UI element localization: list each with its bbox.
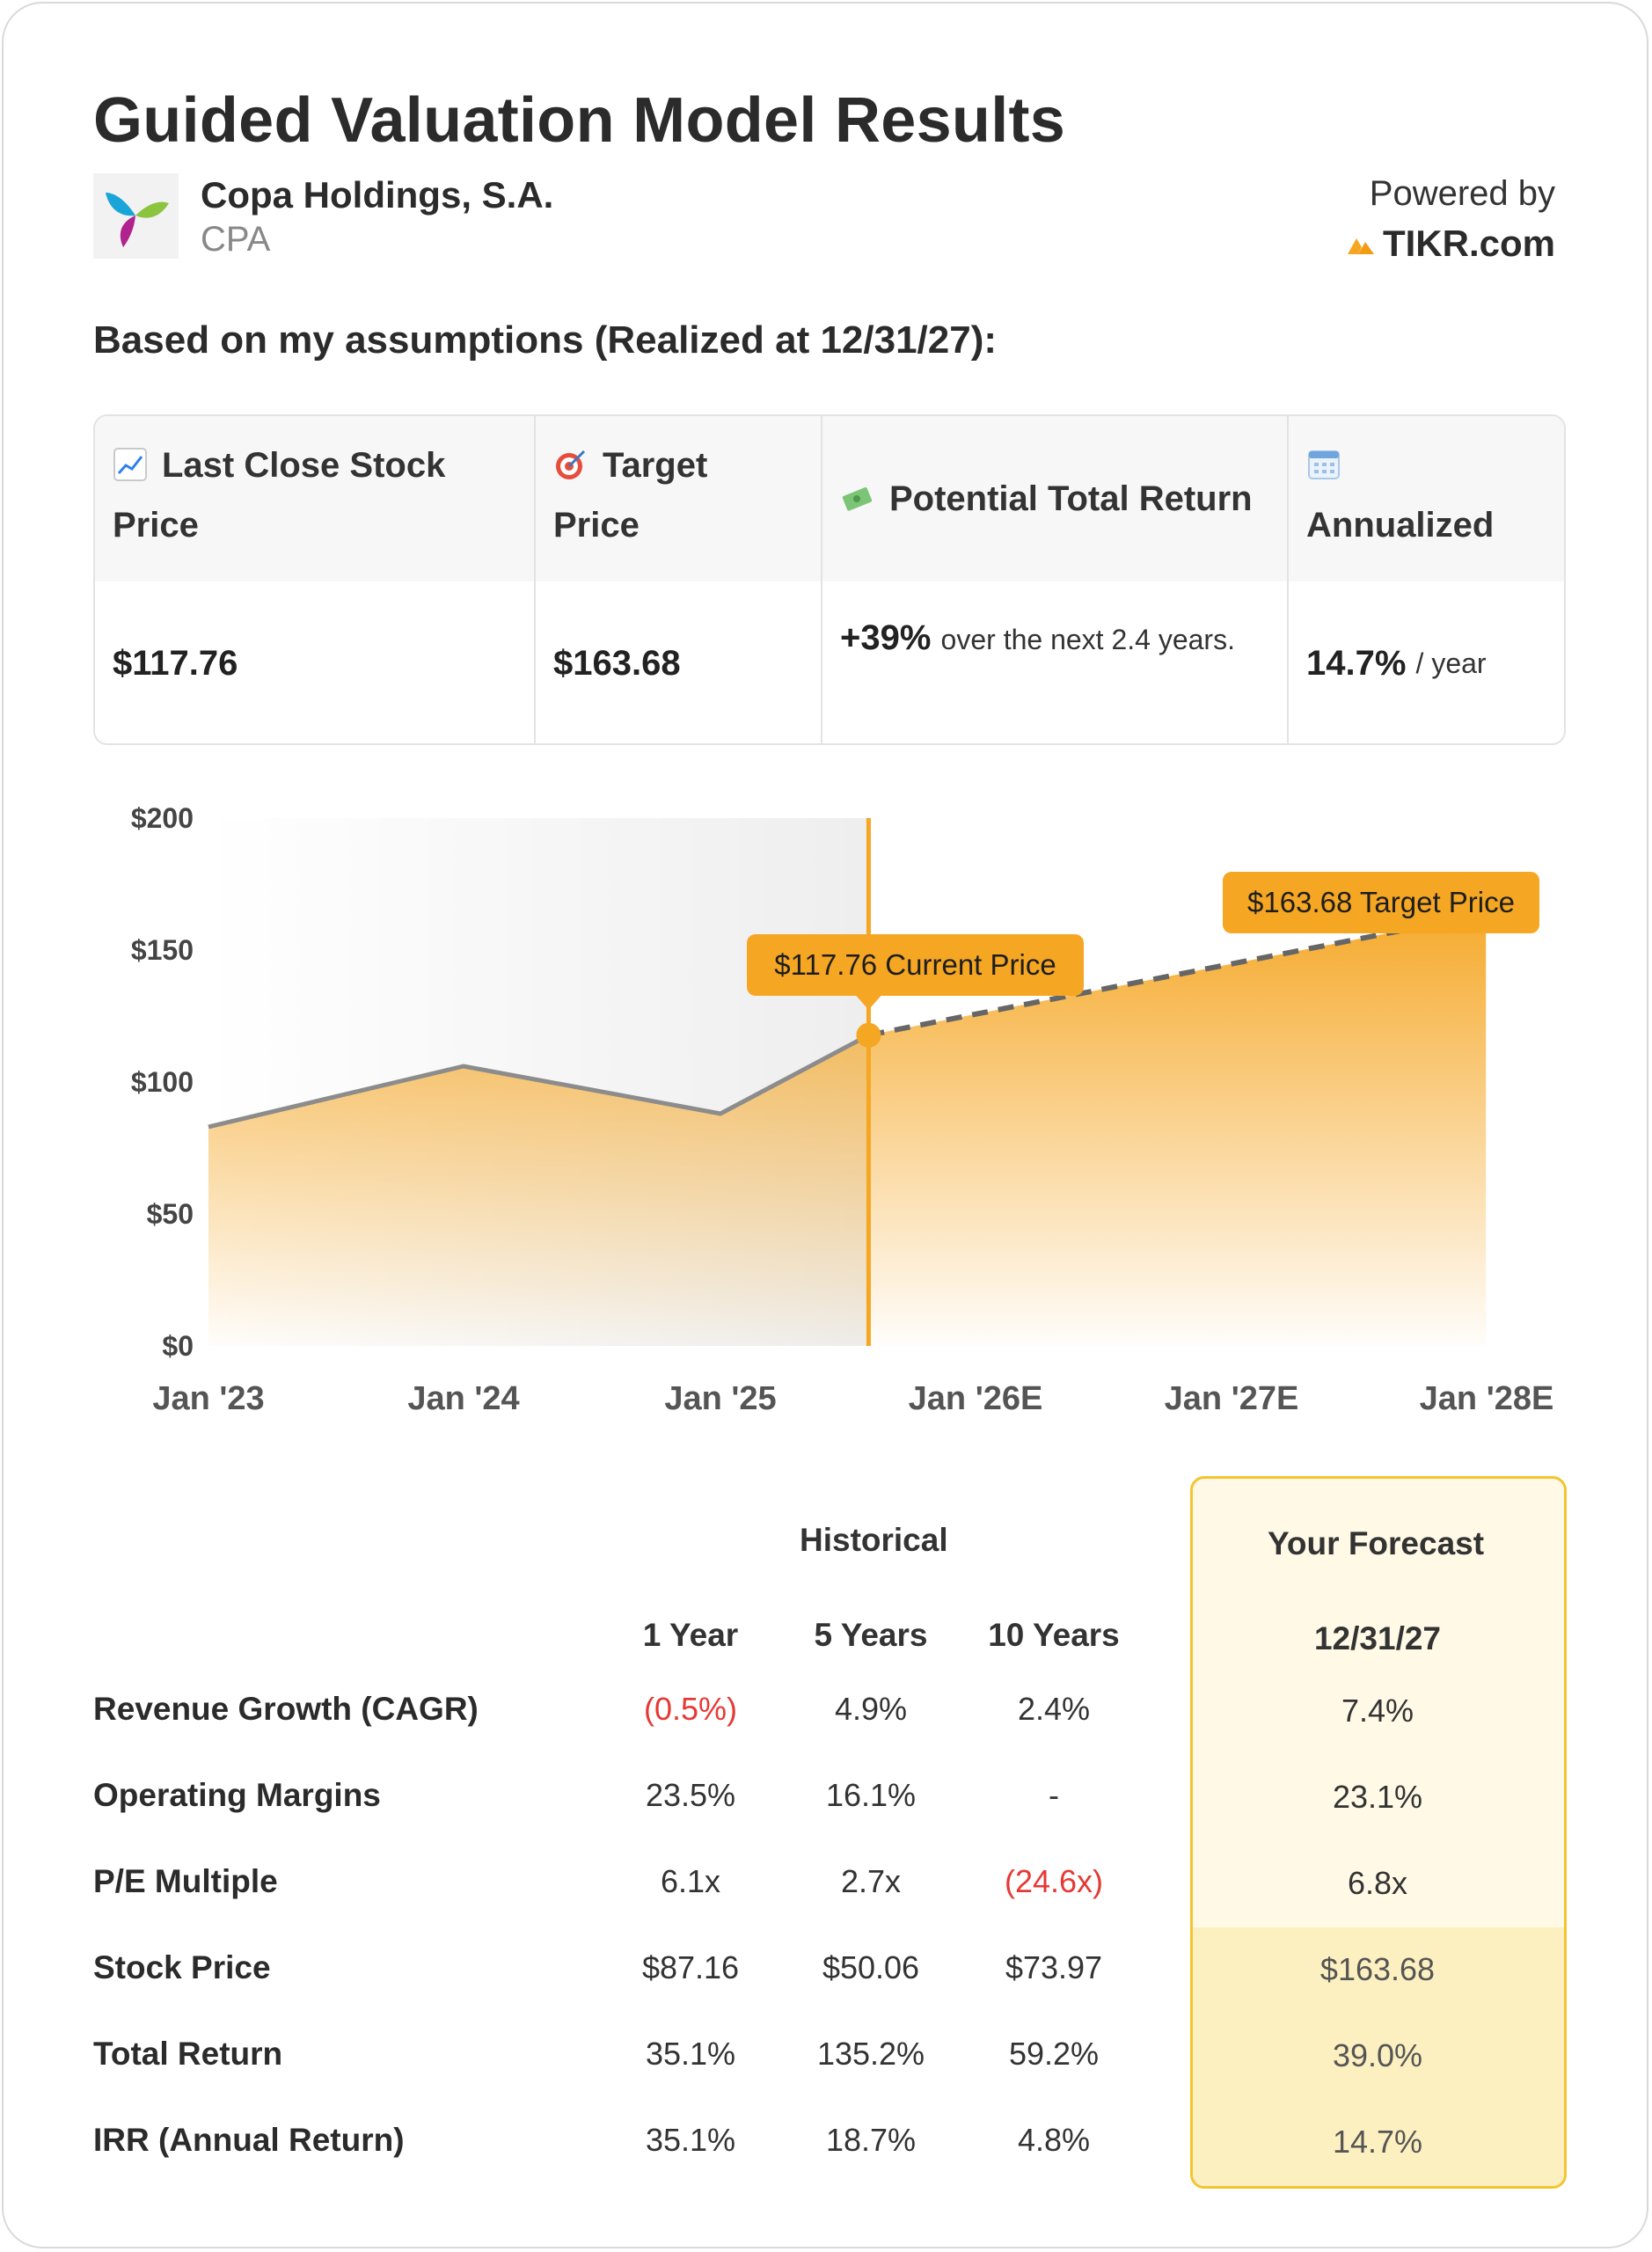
price-chart-svg: $0 $50 $100 $150 $200 Jan '23 Jan '24 Jan '25 J… bbox=[131, 802, 1554, 1417]
forecast-value: 14.7% bbox=[1332, 2124, 1423, 2160]
forecast-value: 6.8x bbox=[1347, 1865, 1408, 1901]
metric-value: (24.6x) bbox=[1004, 1863, 1104, 1899]
assumptions-heading: Based on my assumptions (Realized at 12/… bbox=[93, 318, 998, 362]
company-ticker: CPA bbox=[201, 220, 271, 259]
tikr-logo-icon bbox=[1347, 238, 1374, 254]
target-price-value: $163.68 bbox=[536, 581, 822, 743]
metric-value: 35.1% bbox=[645, 2036, 736, 2072]
metric-value: 2.7x bbox=[840, 1863, 902, 1899]
forecast-panel bbox=[1190, 1476, 1567, 2189]
header-last-close: Last Close Stock Price bbox=[95, 416, 536, 581]
forecast-value: 39.0% bbox=[1332, 2037, 1423, 2073]
period-header: 5 Years bbox=[814, 1617, 928, 1653]
forecast-period-header: 12/31/27 bbox=[1313, 1620, 1442, 1656]
annualized-cell: 14.7% / year bbox=[1289, 581, 1564, 743]
metric-value: 4.9% bbox=[834, 1691, 908, 1727]
metric-value: 135.2% bbox=[816, 2036, 925, 2072]
forecast-value: $163.68 bbox=[1319, 1951, 1436, 1987]
header-annualized-label: Annualized bbox=[1306, 506, 1495, 545]
metric-row-label: P/E Multiple bbox=[93, 1863, 278, 1899]
metric-row-label: Total Return bbox=[93, 2036, 283, 2072]
header-total-return: Potential Total Return bbox=[822, 416, 1289, 581]
price-chart: $0 $50 $100 $150 $200 Jan '23 Jan '24 Jan '25 J… bbox=[4, 778, 1652, 1446]
y-tick-label: $200 bbox=[131, 802, 194, 834]
last-close-value: $117.76 bbox=[95, 581, 536, 743]
metric-value: 23.5% bbox=[645, 1777, 736, 1813]
calendar-icon bbox=[1308, 450, 1340, 479]
callout-label: $163.68 Target Price bbox=[1247, 886, 1515, 918]
metric-value: 16.1% bbox=[825, 1777, 917, 1813]
tikr-brand[interactable]: TIKR.com bbox=[1346, 223, 1555, 265]
y-tick-label: $0 bbox=[162, 1330, 194, 1362]
period-header: 10 Years bbox=[988, 1617, 1120, 1653]
x-tick-label: Jan '24 bbox=[407, 1380, 519, 1417]
summary-body-row: $117.76 $163.68 +39% over the next 2.4 y… bbox=[95, 581, 1564, 743]
powered-by: Powered by TIKR.com bbox=[1346, 174, 1555, 265]
tikr-brand-label: TIKR.com bbox=[1382, 223, 1555, 264]
x-tick-label: Jan '25 bbox=[664, 1380, 776, 1417]
callout-box bbox=[1223, 872, 1539, 933]
metric-value: $73.97 bbox=[1005, 1949, 1103, 1985]
metric-value: 59.2% bbox=[1008, 2036, 1100, 2072]
y-tick-label: $150 bbox=[131, 934, 194, 966]
callout-pointer bbox=[856, 996, 881, 1010]
x-tick-label: Jan '27E bbox=[1165, 1380, 1299, 1417]
metric-value: $87.16 bbox=[641, 1949, 740, 1985]
header-target-price: Target Price bbox=[536, 416, 822, 581]
y-tick-label: $50 bbox=[147, 1198, 194, 1230]
historical-heading: Historical bbox=[800, 1522, 948, 1558]
header-annualized: Annualized bbox=[1289, 416, 1564, 581]
powered-by-label: Powered by bbox=[1369, 174, 1555, 213]
metric-row-label: Operating Margins bbox=[93, 1777, 381, 1813]
copa-logo-icon bbox=[93, 173, 179, 259]
target-icon bbox=[556, 450, 586, 479]
header-last-close-label: Last Close Stock Price bbox=[113, 446, 446, 545]
metric-row-label: IRR (Annual Return) bbox=[93, 2122, 405, 2158]
annualized-value: 14.7% bbox=[1306, 643, 1407, 683]
historical-line bbox=[208, 1033, 870, 1130]
money-icon bbox=[842, 486, 873, 511]
forecast-panel-lower bbox=[1193, 1927, 1564, 2186]
forecast-value: 7.4% bbox=[1341, 1693, 1414, 1729]
header-target-price-label: Target Price bbox=[553, 446, 708, 545]
metric-value: 35.1% bbox=[645, 2122, 736, 2158]
metric-row-label: Revenue Growth (CAGR) bbox=[93, 1691, 479, 1727]
total-return-cell: +39% over the next 2.4 years. bbox=[822, 581, 1289, 743]
x-tick-label: Jan '23 bbox=[152, 1380, 264, 1417]
x-tick-label: Jan '28E bbox=[1420, 1380, 1554, 1417]
annualized-unit: / year bbox=[1415, 647, 1487, 679]
period-header: 1 Year bbox=[642, 1617, 739, 1653]
page-title: Guided Valuation Model Results bbox=[93, 85, 1066, 156]
metric-value: 2.4% bbox=[1017, 1691, 1091, 1727]
current-price-callout: $117.76 Current Price bbox=[747, 934, 1084, 1010]
summary-header-row: Last Close Stock Price Target Price Pote… bbox=[95, 416, 1564, 583]
metric-value: 4.8% bbox=[1017, 2122, 1091, 2158]
header-total-return-label: Potential Total Return bbox=[889, 479, 1253, 518]
total-return-value: +39% bbox=[840, 618, 932, 657]
price-area bbox=[208, 913, 1487, 1346]
forecast-value: 23.1% bbox=[1332, 1779, 1423, 1815]
total-return-text: over the next 2.4 years. bbox=[940, 624, 1235, 655]
forecast-heading: Your Forecast bbox=[1268, 1525, 1485, 1561]
callout-label: $117.76 Current Price bbox=[774, 948, 1056, 981]
current-price-point bbox=[856, 1022, 881, 1048]
metric-value: - bbox=[1049, 1777, 1059, 1813]
company-name: Copa Holdings, S.A. bbox=[201, 174, 554, 216]
metric-value: 6.1x bbox=[660, 1863, 721, 1899]
callout-box bbox=[747, 934, 1084, 996]
metric-value: (0.5%) bbox=[643, 1691, 738, 1727]
summary-table: Last Close Stock Price Target Price Pote… bbox=[93, 414, 1566, 745]
chart-up-icon bbox=[113, 448, 147, 481]
target-price-callout: $163.68 Target Price bbox=[1223, 872, 1539, 933]
metric-value: $50.06 bbox=[822, 1949, 920, 1985]
x-tick-label: Jan '26E bbox=[909, 1380, 1043, 1417]
metric-row-label: Stock Price bbox=[93, 1949, 271, 1985]
y-tick-label: $100 bbox=[131, 1066, 194, 1098]
metric-value: 18.7% bbox=[825, 2122, 917, 2158]
